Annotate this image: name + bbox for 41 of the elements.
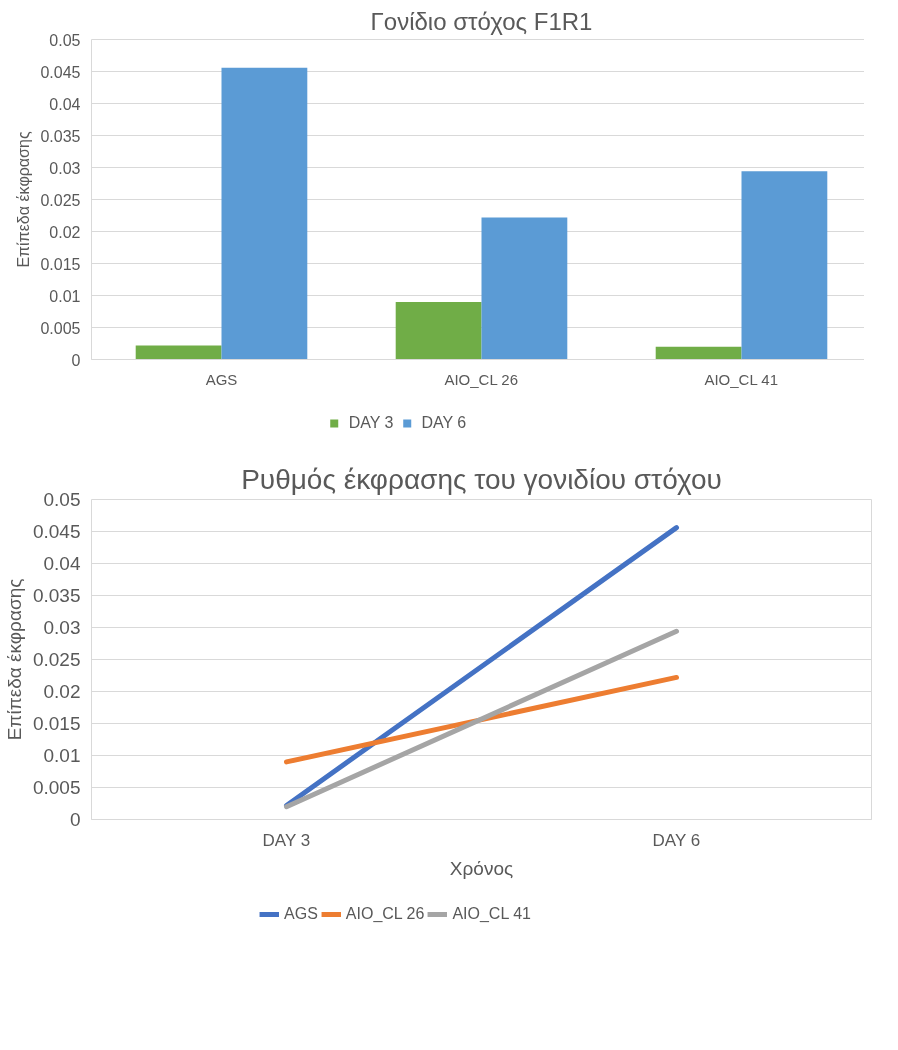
y-tick-label: 0.04 [49,95,81,113]
legend-label: AGS [284,905,318,923]
y-tick-label: 0.05 [49,31,81,49]
bar [135,345,222,360]
legend-label: DAY 3 [348,414,394,432]
y-tick-label: 0.035 [40,127,81,145]
y-tick-label: 0.02 [43,681,81,702]
y-tick-label: 0.03 [43,617,81,638]
x-tick-label: AIO_CL 41 [704,370,779,388]
y-tick-label: 0 [71,351,81,369]
y-tick-label: 0.04 [43,553,81,574]
chart-title: Γονίδιο στόχος F1R1 [370,7,593,35]
bar [221,67,308,360]
y-tick-label: 0.02 [49,223,81,241]
y-axis-title: Επίπεδα έκφρασης [15,131,33,268]
legend-label: AIO_CL 26 [345,905,425,923]
bar [655,346,742,360]
bar [741,171,828,360]
y-tick-label: 0.01 [49,287,81,305]
y-tick-label: 0.045 [40,63,81,81]
y-tick-label: 0.025 [40,191,81,209]
y-tick-label: 0.005 [32,777,81,798]
y-tick-label: 0.015 [32,713,81,734]
x-axis-title: Χρόνος [449,857,514,879]
bar [395,301,482,360]
y-tick-label: 0.01 [43,745,81,766]
legend-label: DAY 6 [421,414,467,432]
y-tick-label: 0.025 [32,649,81,670]
bar [481,217,568,360]
y-tick-label: 0.05 [43,489,81,510]
chart-title: Ρυθμός έκφρασης του γονιδίου στόχου [241,463,722,495]
legend-label: AIO_CL 41 [452,905,531,923]
x-tick-label: AIO_CL 26 [444,370,519,388]
y-tick-label: 0.015 [40,255,81,273]
y-tick-label: 0.03 [49,159,81,177]
x-tick-label: AGS [205,370,238,388]
y-tick-label: 0.045 [32,521,81,542]
y-tick-label: 0.035 [32,585,81,606]
y-tick-label: 0 [69,809,81,830]
y-tick-label: 0.005 [40,319,81,337]
y-axis-title: Επίπεδα έκφρασης [3,578,25,741]
